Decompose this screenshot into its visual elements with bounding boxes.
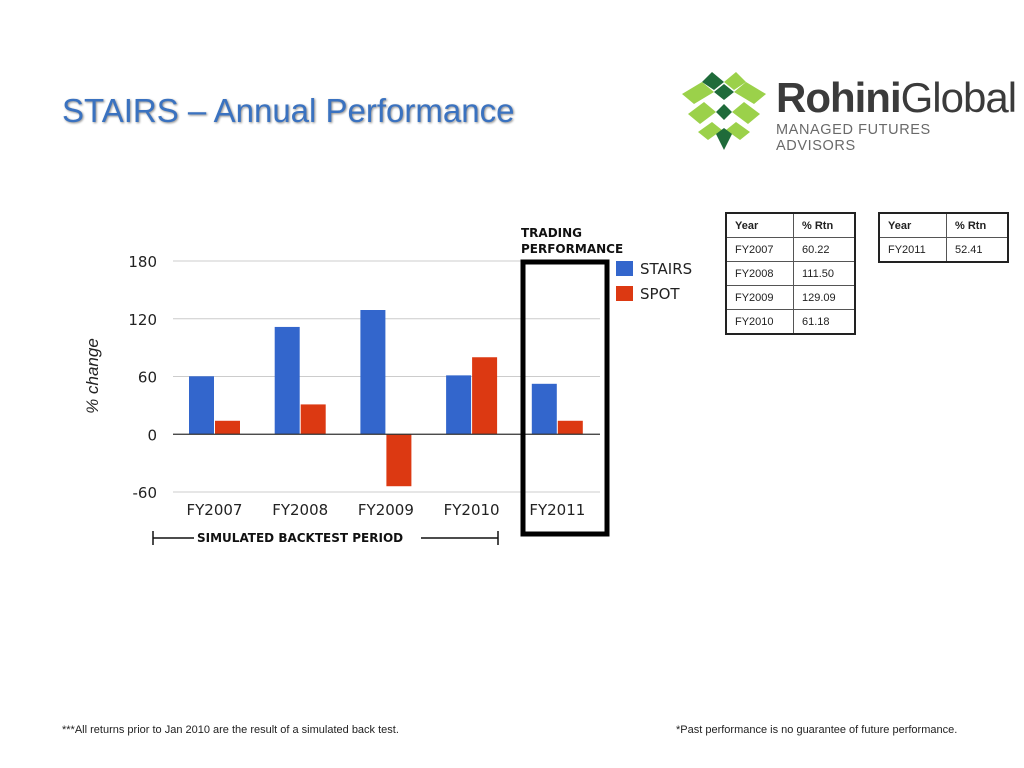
cell-year: FY2007 [725, 237, 794, 262]
slide-title: STAIRS – Annual Performance [62, 92, 515, 129]
table-header-row: Year % Rtn [725, 212, 856, 238]
bar-spot-fy2009 [386, 434, 412, 487]
x-axis-ticks: FY2007 FY2008 FY2009 FY2010 FY2011 [187, 501, 586, 519]
header-return: % Rtn [946, 212, 1009, 238]
table-header-row: Year % Rtn [878, 212, 1009, 238]
legend-label-spot: SPOT [640, 285, 680, 303]
backtest-period-label: SIMULATED BACKTEST PERIOD [197, 531, 403, 545]
cell-year: FY2010 [725, 309, 794, 335]
table-row: FY2011 52.41 [878, 237, 1009, 263]
legend-label-stairs: STAIRS [640, 260, 692, 278]
highlight-label-line2: PERFORMANCE [521, 242, 623, 256]
table-row: FY2008 111.50 [725, 261, 856, 286]
table-row: FY2010 61.18 [725, 309, 856, 335]
cell-return: 129.09 [793, 285, 856, 310]
x-tick-label: FY2008 [272, 501, 328, 519]
logo-name-bold: Rohini [776, 74, 902, 121]
logo-name-regular: Global [900, 74, 1017, 121]
footnote-backtest: ***All returns prior to Jan 2010 are the… [62, 724, 399, 736]
bars [189, 310, 583, 487]
bar-stairs-fy2011 [531, 383, 557, 435]
header-return: % Rtn [793, 212, 856, 238]
footnote-disclaimer: *Past performance is no guarantee of fut… [676, 724, 958, 736]
backtest-returns-table: Year % Rtn FY2007 60.22 FY2008 111.50 FY… [725, 212, 856, 335]
legend: STAIRS SPOT [616, 260, 692, 303]
x-tick-label: FY2007 [187, 501, 243, 519]
y-axis-ticks: 180 120 60 0 -60 [128, 253, 157, 502]
header-year: Year [878, 212, 947, 238]
legend-swatch-stairs [616, 261, 633, 276]
y-tick-label: 60 [138, 369, 157, 387]
bar-spot-fy2008 [300, 404, 326, 435]
cell-year: FY2011 [878, 237, 947, 263]
cell-return: 111.50 [793, 261, 856, 286]
bar-spot-fy2011 [557, 420, 583, 435]
backtest-period-bracket [152, 531, 499, 545]
bar-stairs-fy2009 [360, 310, 386, 435]
highlight-label-line1: TRADING [521, 226, 582, 240]
bar-stairs-fy2007 [189, 376, 214, 435]
cell-return: 52.41 [946, 237, 1009, 263]
tree-logo-icon [682, 72, 766, 150]
y-tick-label: -60 [133, 484, 158, 502]
logo-wordmark: RohiniGlobal [776, 74, 1017, 122]
table-row: FY2009 129.09 [725, 285, 856, 310]
y-tick-label: 180 [128, 253, 157, 271]
bar-spot-fy2010 [472, 357, 498, 435]
header-year: Year [725, 212, 794, 238]
company-logo: RohiniGlobal MANAGED FUTURES ADVISORS [676, 70, 1017, 154]
x-tick-label: FY2009 [358, 501, 414, 519]
y-axis-label: % change [83, 338, 102, 414]
bar-stairs-fy2010 [446, 375, 472, 435]
cell-return: 60.22 [793, 237, 856, 262]
x-tick-label: FY2011 [529, 501, 585, 519]
table-row: FY2007 60.22 [725, 237, 856, 262]
bar-spot-fy2007 [215, 420, 240, 435]
logo-tagline: MANAGED FUTURES ADVISORS [776, 122, 931, 154]
trading-performance-highlight-box [520, 259, 610, 537]
cell-year: FY2009 [725, 285, 794, 310]
cell-return: 61.18 [793, 309, 856, 335]
x-tick-label: FY2010 [444, 501, 500, 519]
live-returns-table: Year % Rtn FY2011 52.41 [878, 212, 1009, 263]
legend-swatch-spot [616, 286, 633, 301]
y-tick-label: 120 [128, 311, 157, 329]
bar-stairs-fy2008 [274, 326, 300, 435]
y-tick-label: 0 [147, 426, 157, 444]
cell-year: FY2008 [725, 261, 794, 286]
